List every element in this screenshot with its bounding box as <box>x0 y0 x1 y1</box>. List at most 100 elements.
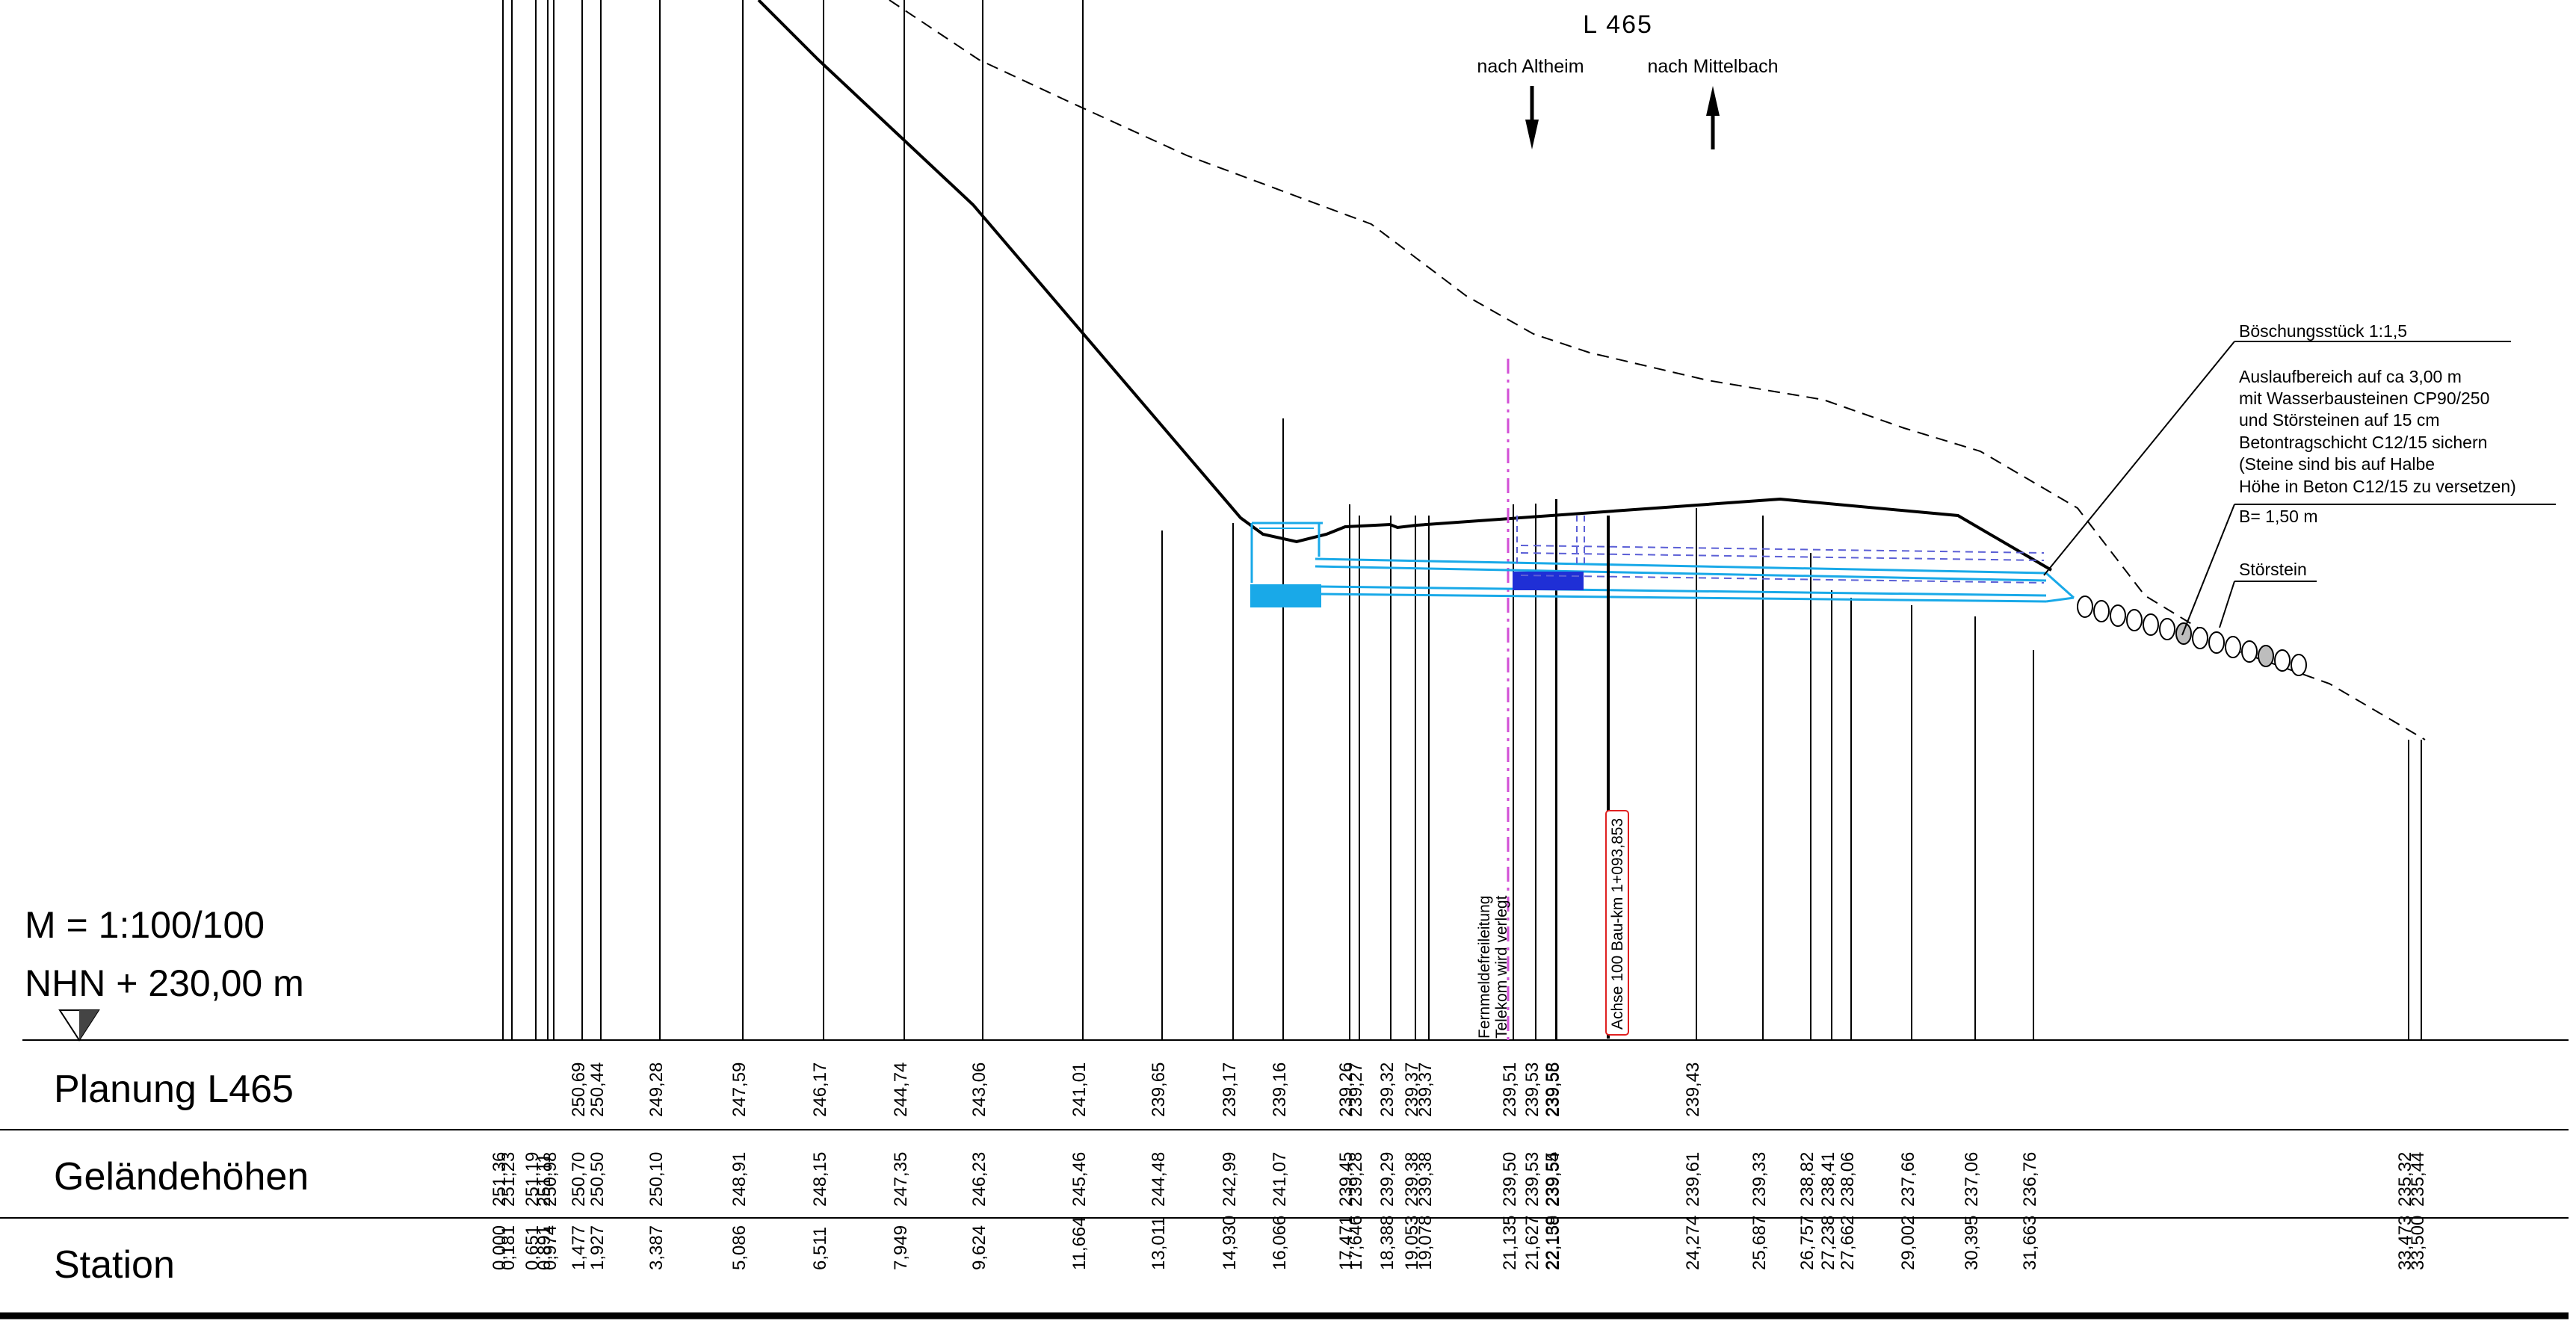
station-value: 13,011 <box>1149 1216 1169 1270</box>
gelaende-value: 245,46 <box>1069 1152 1090 1207</box>
auslauf-note-6: Höhe in Beton C12/15 zu versetzen) <box>2239 477 2516 496</box>
direction-altheim-label: nach Altheim <box>1477 56 1584 77</box>
road-title: L 465 <box>1583 10 1653 39</box>
planung-value: 239,65 <box>1149 1062 1169 1117</box>
planung-value: 244,74 <box>891 1062 911 1117</box>
riprap-stones <box>2077 595 2307 676</box>
gelaende-value: 250,98 <box>540 1152 560 1207</box>
station-value: 5,086 <box>729 1225 750 1270</box>
planung-value: 239,53 <box>1522 1062 1542 1117</box>
gelaende-value: 251,23 <box>498 1152 519 1207</box>
gelaende-value: 251,11 <box>534 1153 555 1207</box>
gelaende-value: 246,23 <box>969 1152 989 1207</box>
row-label-station: Station <box>54 1243 175 1287</box>
gelaende-value: 241,07 <box>1270 1152 1290 1207</box>
gelaende-value: 248,91 <box>729 1152 750 1207</box>
riprap-stone-icon <box>2093 600 2110 622</box>
planung-value: 239,37 <box>1402 1062 1422 1117</box>
station-value: 22,159 <box>1543 1216 1563 1270</box>
station-value: 21,627 <box>1522 1216 1542 1270</box>
existing-terrain-line <box>889 0 2426 740</box>
road-axis-label: Achse 100 Bau-km 1+093,853 <box>1609 818 1626 1030</box>
auslauf-note-3: und Störsteinen auf 15 cm <box>2239 410 2440 430</box>
riprap-stone-icon <box>2192 627 2208 649</box>
planung-value: 239,26 <box>1336 1062 1356 1117</box>
riprap-stone-icon <box>2225 636 2241 658</box>
station-value: 24,274 <box>1683 1216 1703 1270</box>
planung-value: 241,01 <box>1069 1062 1090 1117</box>
data-table <box>0 1039 2569 1320</box>
gelaende-value: 239,38 <box>1402 1152 1422 1207</box>
station-value: 0,974 <box>540 1225 560 1270</box>
gelaende-value: 239,54 <box>1543 1152 1563 1207</box>
gelaende-value: 237,06 <box>1962 1152 1982 1207</box>
gelaende-value: 247,35 <box>891 1152 911 1207</box>
station-value: 21,135 <box>1500 1216 1520 1270</box>
breite-note: B= 1,50 m <box>2239 507 2317 526</box>
planung-value: 239,32 <box>1377 1062 1397 1117</box>
riprap-stone-icon <box>2274 649 2291 672</box>
headwall-block <box>1513 572 1584 590</box>
datum-triangle-icon <box>58 1009 100 1042</box>
station-value: 3,387 <box>646 1225 667 1270</box>
annotation-leaders <box>2043 341 2556 636</box>
station-value: 27,662 <box>1838 1216 1858 1270</box>
station-value: 30,395 <box>1962 1216 1982 1270</box>
station-value: 0,891 <box>534 1225 555 1270</box>
gelaende-value: 239,53 <box>1522 1152 1542 1207</box>
existing-pipe-dashed <box>1516 516 2045 584</box>
station-value: 0,000 <box>489 1225 510 1270</box>
station-value: 33,500 <box>2408 1216 2428 1270</box>
riprap-stone-icon <box>2258 645 2274 667</box>
auslauf-note-2: mit Wasserbausteinen CP90/250 <box>2239 389 2489 408</box>
station-value: 0,651 <box>522 1225 543 1270</box>
culvert-pipe <box>1250 522 2075 603</box>
station-value: 1,927 <box>587 1225 608 1270</box>
station-value: 31,663 <box>2020 1216 2040 1270</box>
direction-down-arrow-icon <box>1525 86 1539 149</box>
station-value: 19,078 <box>1415 1216 1436 1270</box>
planung-value: 249,28 <box>646 1062 667 1117</box>
planung-value: 250,69 <box>569 1062 589 1117</box>
station-value: 19,053 <box>1402 1216 1422 1270</box>
gelaende-value: 239,28 <box>1346 1152 1366 1207</box>
row-label-gelaende: Geländehöhen <box>54 1155 309 1198</box>
station-value: 29,002 <box>1898 1216 1918 1270</box>
riprap-stone-icon <box>2077 595 2093 618</box>
scale-label: M = 1:100/100 <box>25 904 265 946</box>
culvert-block <box>1250 584 1321 607</box>
telekom-label-2: Telekom wird verlegt <box>1493 895 1510 1039</box>
riprap-stone-icon <box>2208 631 2225 654</box>
row-label-planung: Planung L465 <box>54 1068 294 1111</box>
planung-value: 239,43 <box>1683 1062 1703 1117</box>
gelaende-value: 239,33 <box>1749 1152 1770 1207</box>
station-value: 11,664 <box>1069 1216 1090 1270</box>
road-axis-marker: Achse 100 Bau-km 1+093,853 <box>1605 516 1629 1039</box>
planned-profile-line <box>757 0 2053 572</box>
gelaende-value: 238,06 <box>1838 1152 1858 1207</box>
gelaende-value: 239,38 <box>1415 1152 1436 1207</box>
station-verticals <box>502 0 2422 1040</box>
gelaende-value: 239,45 <box>1336 1152 1356 1207</box>
gelaende-value: 248,15 <box>810 1152 830 1207</box>
direction-up-arrow-icon <box>1706 86 1720 149</box>
boeschung-note: Böschungsstück 1:1,5 <box>2239 321 2407 341</box>
datum-label: NHN + 230,00 m <box>25 962 304 1004</box>
station-value: 33,473 <box>2395 1216 2415 1270</box>
station-value: 18,388 <box>1377 1216 1397 1270</box>
gelaende-value: 239,50 <box>1500 1152 1520 1207</box>
telekom-label-1: Fernmeldefreileitung <box>1476 896 1493 1039</box>
planung-value: 239,37 <box>1415 1062 1436 1117</box>
planung-value: 239,16 <box>1270 1062 1290 1117</box>
planung-value: 239,55 <box>1543 1062 1563 1117</box>
gelaende-value: 237,66 <box>1898 1152 1918 1207</box>
gelaende-value: 250,50 <box>587 1152 608 1207</box>
riprap-stone-icon <box>2175 622 2192 645</box>
station-value: 6,511 <box>810 1227 830 1270</box>
planung-value: 250,44 <box>587 1062 608 1117</box>
stoerstein-note: Störstein <box>2239 560 2307 579</box>
gelaende-value: 242,99 <box>1220 1152 1240 1207</box>
station-value: 26,757 <box>1797 1216 1817 1270</box>
station-value: 14,930 <box>1220 1216 1240 1270</box>
